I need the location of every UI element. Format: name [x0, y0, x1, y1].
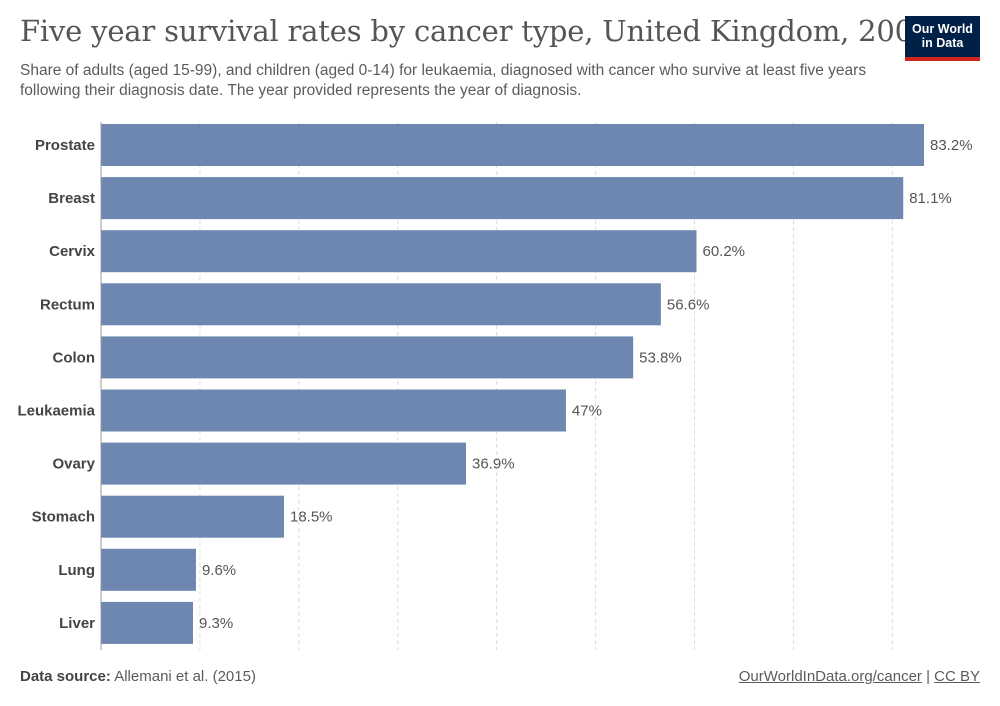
footer-links: OurWorldInData.org/cancer | CC BY: [739, 668, 980, 685]
value-label: 53.8%: [639, 349, 682, 366]
logo-line-2: in Data: [921, 36, 964, 51]
footer-separator: |: [926, 668, 930, 685]
logo-line-1: Our World: [912, 22, 973, 36]
source-text: Allemani et al. (2015): [114, 668, 256, 685]
category-label: Leukaemia: [17, 403, 95, 420]
bar-lung: [101, 548, 196, 591]
chart-footer: Data source: Allemani et al. (2015) OurW…: [20, 668, 980, 685]
category-label: Stomach: [32, 509, 95, 526]
bar-colon: [101, 336, 634, 379]
category-label: Rectum: [40, 296, 95, 313]
chart-title: Five year survival rates by cancer type,…: [20, 14, 932, 48]
source-link[interactable]: OurWorldInData.org/cancer: [738, 668, 922, 685]
category-label: Lung: [58, 562, 95, 579]
value-label: 56.6%: [667, 296, 710, 313]
value-label: 36.9%: [472, 456, 515, 473]
category-label: Prostate: [35, 137, 95, 154]
source-label: Data source:: [20, 668, 111, 685]
value-label: 18.5%: [290, 509, 333, 526]
bar-breast: [101, 177, 904, 220]
value-label: 83.2%: [930, 137, 973, 154]
bar-prostate: [101, 124, 924, 166]
category-label: Cervix: [49, 243, 96, 260]
bar-cervix: [101, 230, 697, 273]
bar-stomach: [101, 495, 284, 538]
category-label: Breast: [48, 190, 95, 207]
category-label: Ovary: [52, 456, 95, 473]
value-label: 9.3%: [199, 615, 233, 632]
bar-leukaemia: [101, 389, 566, 432]
chart-subtitle: Share of adults (aged 15-99), and childr…: [20, 62, 867, 99]
bar-rectum: [101, 283, 661, 326]
bar-chart: Prostate 83.2% Breast 81.1% Cervix 60.2% Rectu…: [17, 122, 973, 650]
value-label: 60.2%: [702, 243, 745, 260]
value-label: 81.1%: [909, 190, 952, 207]
value-label: 47%: [572, 403, 602, 420]
bar-ovary: [101, 442, 467, 485]
value-label: 9.6%: [202, 562, 236, 579]
owid-logo[interactable]: Our World in Data: [905, 16, 980, 61]
category-label: Colon: [53, 349, 96, 366]
bar-liver: [101, 601, 193, 644]
license-link[interactable]: CC BY: [934, 668, 980, 685]
category-label: Liver: [59, 615, 95, 632]
